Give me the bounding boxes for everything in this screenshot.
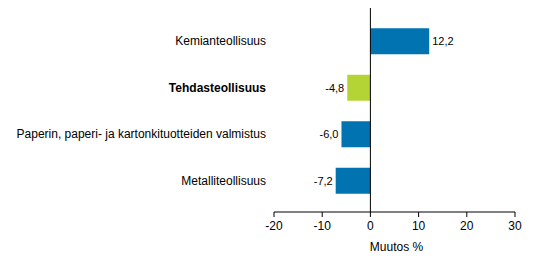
bar: [341, 121, 370, 147]
chart: 12,2 Kemianteollisuus -4,8 Tehdasteollisuus…: [0, 0, 533, 265]
x-tick: [418, 212, 419, 217]
bars: [336, 28, 430, 194]
x-axis-label: Muutos %: [370, 240, 424, 254]
data-label: -6,0: [320, 128, 339, 140]
category-label: Paperin, paperi- ja kartonkituotteiden v…: [17, 127, 266, 141]
data-label: -4,8: [325, 82, 344, 94]
zero-line: [370, 8, 371, 212]
x-tick-label: 10: [412, 219, 426, 233]
x-tick: [370, 212, 371, 217]
x-tick-label: 30: [508, 219, 522, 233]
bar: [336, 168, 371, 194]
x-tick: [466, 212, 467, 217]
data-label: -7,2: [314, 175, 333, 187]
x-tick-label: -20: [265, 219, 283, 233]
category-label: Kemianteollisuus: [175, 34, 266, 48]
x-axis-line: [274, 212, 515, 213]
data-label: 12,2: [432, 35, 453, 47]
category-label: Metalliteollisuus: [181, 174, 266, 188]
x-tick: [322, 212, 323, 217]
bar: [347, 75, 370, 101]
x-tick-label: -10: [314, 219, 332, 233]
x-tick: [515, 212, 516, 217]
bar: [370, 28, 429, 54]
category-label: Tehdasteollisuus: [169, 81, 266, 95]
x-tick: [274, 212, 275, 217]
x-tick-label: 0: [367, 219, 374, 233]
x-tick-label: 20: [460, 219, 474, 233]
